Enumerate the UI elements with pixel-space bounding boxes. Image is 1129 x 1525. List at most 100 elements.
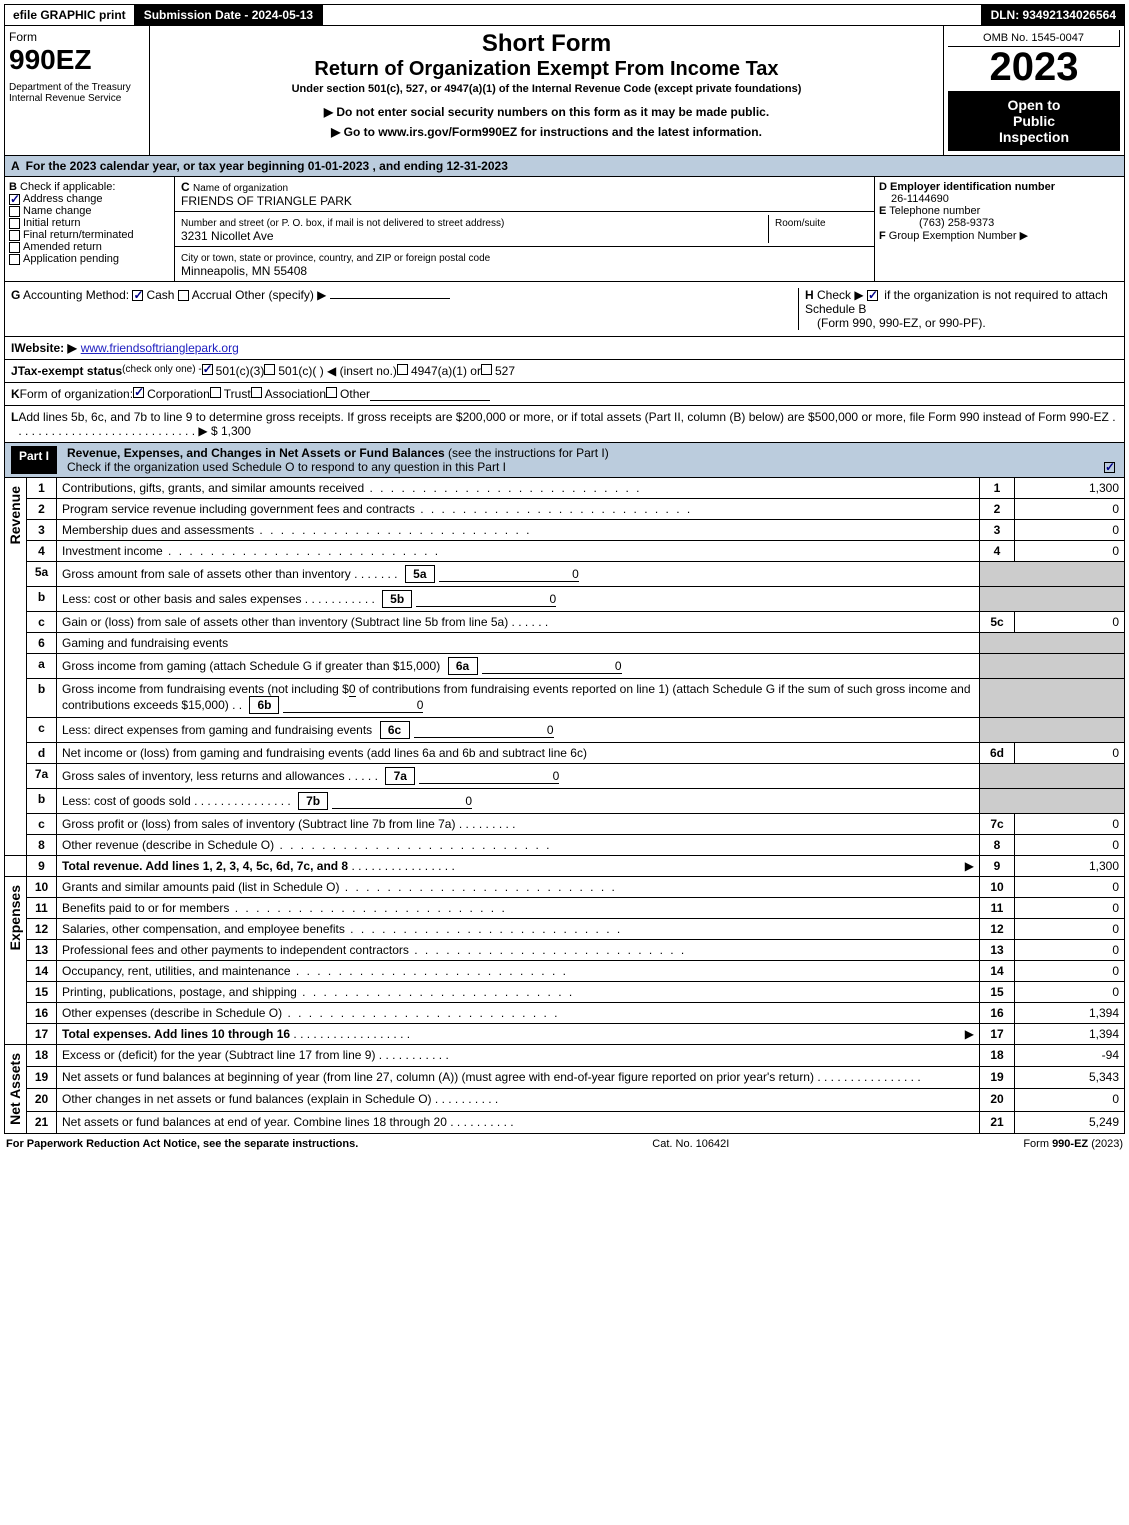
other-org-input[interactable] [370,387,490,401]
line-desc: Contributions, gifts, grants, and simila… [57,478,980,499]
form-number: 990EZ [9,44,145,76]
final-return-checkbox[interactable] [9,230,20,241]
phone-label: Telephone number [889,205,980,217]
527-checkbox[interactable] [481,364,492,375]
ein-value: 26-1144690 [891,193,949,205]
street-row: Number and street (or P. O. box, if mail… [175,212,874,247]
form-header-left: Form 990EZ Department of the Treasury In… [5,26,150,155]
line-col: 5c [980,612,1015,633]
website-link[interactable]: www.friendsoftrianglepark.org [81,341,239,355]
col-b: B Check if applicable: Address change Na… [5,177,175,281]
table-row: b Less: cost of goods sold . . . . . . .… [5,789,1125,814]
line-value: 0 [1015,499,1125,520]
h-text1: Check ▶ [817,288,864,302]
other-specify-input[interactable] [330,298,450,299]
line-value: 0 [1015,541,1125,562]
expenses-section-label: Expenses [5,877,27,1045]
table-row: a Gross income from gaming (attach Sched… [5,654,1125,679]
accrual-label: Accrual [192,288,232,302]
table-row: 4 Investment income 4 0 [5,541,1125,562]
table-row: 20 Other changes in net assets or fund b… [5,1089,1125,1111]
trust-checkbox[interactable] [210,387,221,398]
footer-right: Form 990-EZ (2023) [1023,1138,1123,1150]
line-num: b [27,789,57,814]
table-row: 16 Other expenses (describe in Schedule … [5,1003,1125,1024]
line-col: 15 [980,982,1015,1003]
501c3-label: 501(c)(3) [216,364,265,378]
line-col: 3 [980,520,1015,541]
assoc-checkbox[interactable] [251,387,262,398]
line-desc: Gross sales of inventory, less returns a… [57,764,980,789]
line-num: a [27,654,57,679]
irs-label: Internal Revenue Service [9,93,145,104]
line-col: 4 [980,541,1015,562]
final-return-label: Final return/terminated [23,229,134,241]
table-row: 21 Net assets or fund balances at end of… [5,1111,1125,1133]
initial-return-label: Initial return [23,217,80,229]
line-desc: Net assets or fund balances at beginning… [57,1067,980,1089]
org-name-label: Name of organization [193,183,288,194]
table-row: 8 Other revenue (describe in Schedule O)… [5,835,1125,856]
line-num: b [27,587,57,612]
org-name: FRIENDS OF TRIANGLE PARK [181,194,352,208]
line-desc: Gross profit or (loss) from sales of inv… [57,814,980,835]
table-row: 7a Gross sales of inventory, less return… [5,764,1125,789]
other-label: Other (specify) ▶ [235,288,326,302]
efile-label[interactable]: efile GRAPHIC print [5,5,134,25]
initial-return-checkbox[interactable] [9,218,20,229]
schedule-o-checkbox[interactable] [1104,462,1115,473]
line-num: 10 [27,877,57,898]
name-change-checkbox[interactable] [9,206,20,217]
table-row: 12 Salaries, other compensation, and emp… [5,919,1125,940]
tax-year: 2023 [948,47,1120,87]
501c3-checkbox[interactable] [202,364,213,375]
line-num: 5a [27,562,57,587]
line-value: 0 [1015,814,1125,835]
corp-checkbox[interactable] [133,387,144,398]
footer: For Paperwork Reduction Act Notice, see … [4,1134,1125,1154]
row-k: K Form of organization: Corporation Trus… [4,383,1125,406]
line-num: 13 [27,940,57,961]
line-desc: Other expenses (describe in Schedule O) [57,1003,980,1024]
app-pending-checkbox[interactable] [9,254,20,265]
group-label: Group Exemption Number [889,230,1017,242]
k-label: Form of organization: [20,387,133,401]
trust-label: Trust [224,387,251,401]
line-col: 9 [980,856,1015,877]
short-form-title: Short Form [154,30,939,58]
line-value: 1,394 [1015,1003,1125,1024]
phone-value: (763) 258-9373 [919,217,994,229]
j-sub: (check only one) - [122,364,201,378]
subtitle: Under section 501(c), 527, or 4947(a)(1)… [154,83,939,95]
letter-h: H [805,288,814,302]
table-row: 17 Total expenses. Add lines 10 through … [5,1024,1125,1045]
4947-label: 4947(a)(1) or [411,364,481,378]
accrual-checkbox[interactable] [178,290,189,301]
other-org-checkbox[interactable] [326,387,337,398]
address-change-checkbox[interactable] [9,194,20,205]
h-checkbox[interactable] [867,290,878,301]
row-l: L Add lines 5b, 6c, and 7b to line 9 to … [4,406,1125,443]
cash-checkbox[interactable] [132,290,143,301]
table-row: b Gross income from fundraising events (… [5,679,1125,718]
line-value: 1,394 [1015,1024,1125,1045]
line-num: 20 [27,1089,57,1111]
goto-link[interactable]: ▶ Go to www.irs.gov/Form990EZ for instru… [154,125,939,139]
amended-return-checkbox[interactable] [9,242,20,253]
line-desc: Grants and similar amounts paid (list in… [57,877,980,898]
letter-e: E [879,205,886,217]
letter-k: K [11,387,20,401]
letter-l: L [11,410,18,438]
submission-date: Submission Date - 2024-05-13 [136,5,321,25]
grey-cell [980,654,1125,679]
street-label: Number and street (or P. O. box, if mail… [181,218,504,229]
line-desc: Less: cost of goods sold . . . . . . . .… [57,789,980,814]
table-row: 9 Total revenue. Add lines 1, 2, 3, 4, 5… [5,856,1125,877]
line-value: 5,249 [1015,1111,1125,1133]
return-title: Return of Organization Exempt From Incom… [154,58,939,81]
open-line3: Inspection [954,129,1114,145]
letter-a: A [11,159,20,173]
4947-checkbox[interactable] [397,364,408,375]
501c-checkbox[interactable] [264,364,275,375]
revenue-section-label: Revenue [5,478,27,856]
